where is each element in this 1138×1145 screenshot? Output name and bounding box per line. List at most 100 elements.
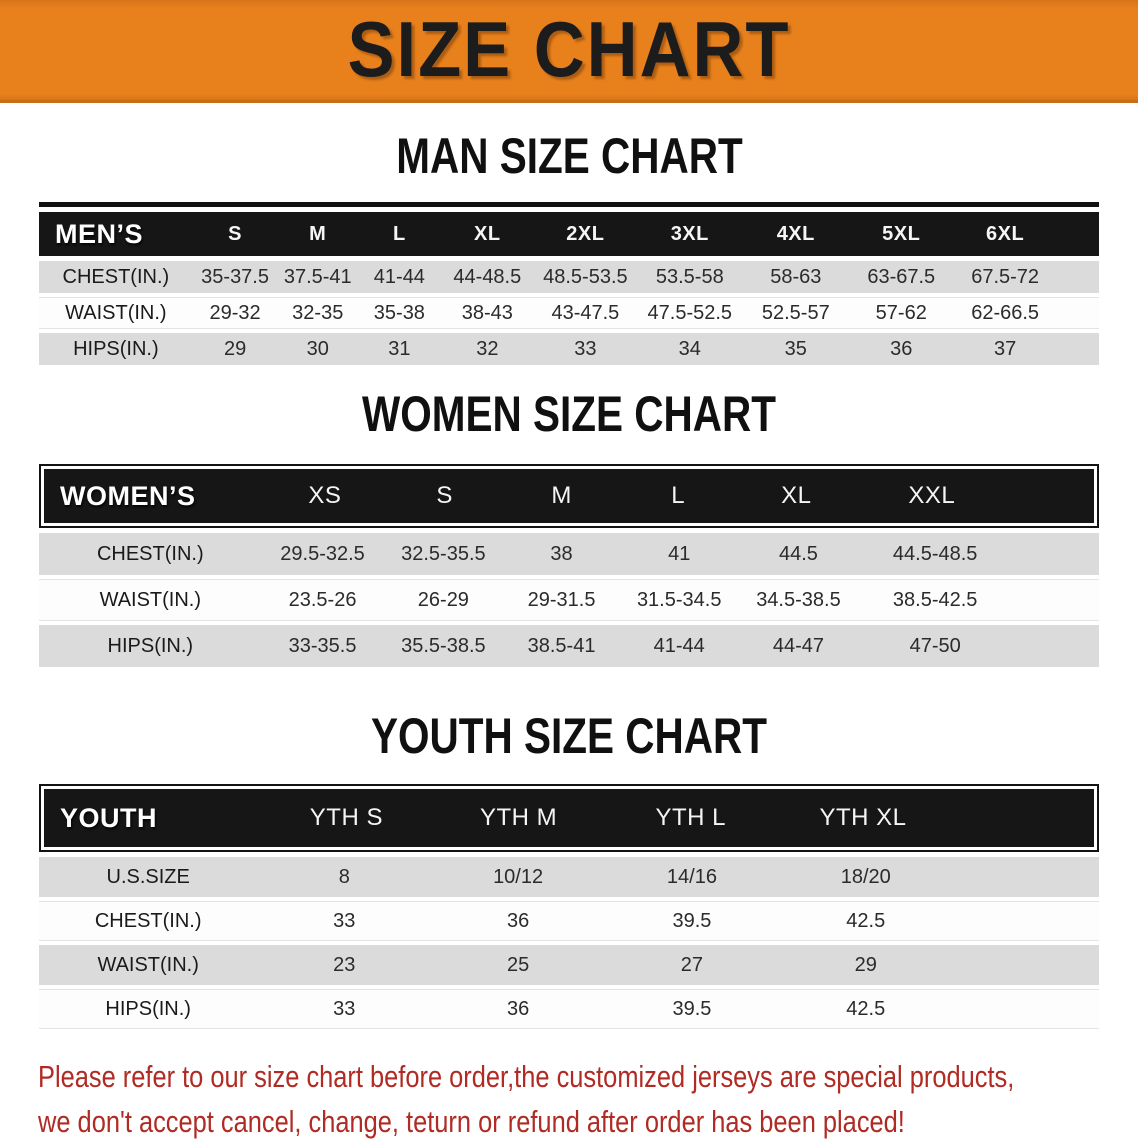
men-chest-value: 35-37.5 xyxy=(201,265,269,288)
banner-title: SIZE CHART xyxy=(347,6,791,94)
women-chest-value: 32.5-35.5 xyxy=(401,542,486,565)
men-chest-value: 67.5-72 xyxy=(971,265,1040,288)
footer-line1: Please refer to our size chart before or… xyxy=(38,1059,1015,1094)
men-waist-value: 35-38 xyxy=(373,301,425,324)
women-waist-value: 23.5-26 xyxy=(288,588,357,611)
row-label: HIPS(IN.) xyxy=(73,337,159,360)
women-section-heading: WOMEN SIZE CHART xyxy=(0,384,1138,443)
men-chest-value: 48.5-53.5 xyxy=(543,265,628,288)
women-hips-row: HIPS(IN.) 33-35.5 35.5-38.5 38.5-41 41-4… xyxy=(39,625,1099,667)
youth-size-col-m: YTH M xyxy=(479,804,558,831)
women-hips-value: 38.5-41 xyxy=(527,634,596,657)
youth-waist-value: 23 xyxy=(333,953,356,976)
youth-table-header-row: YOUTH YTH S YTH M YTH L YTH XL xyxy=(44,789,1094,847)
women-waist-value: 29-31.5 xyxy=(527,588,596,611)
youth-ussize-row: U.S.SIZE 8 10/12 14/16 18/20 xyxy=(39,857,1099,897)
footer-line2: we don't accept cancel, change, teturn o… xyxy=(38,1103,905,1139)
men-hips-value: 34 xyxy=(678,337,701,360)
men-size-col-l: L xyxy=(393,222,406,245)
women-hips-value: 35.5-38.5 xyxy=(401,634,486,657)
row-label: WAIST(IN.) xyxy=(65,301,167,324)
women-table-header-frame: WOMEN’S XS S M L XL XXL xyxy=(39,464,1099,528)
men-hips-value: 35 xyxy=(784,337,807,360)
row-label: HIPS(IN.) xyxy=(107,634,194,657)
women-section-heading-text: WOMEN SIZE CHART xyxy=(361,384,776,443)
row-label: WAIST(IN.) xyxy=(99,588,202,611)
men-hips-value: 30 xyxy=(306,337,329,360)
men-hips-value: 32 xyxy=(476,337,499,360)
women-size-col-xs: XS xyxy=(308,482,342,509)
man-section-heading: MAN SIZE CHART xyxy=(0,126,1138,185)
men-size-table: MEN’S S M L XL 2XL 3XL 4XL 5XL 6XL CHEST… xyxy=(39,202,1099,365)
women-chest-value: 29.5-32.5 xyxy=(280,542,365,565)
women-size-table: WOMEN’S XS S M L XL XXL CHEST(IN.) 29.5-… xyxy=(39,464,1099,667)
row-label: U.S.SIZE xyxy=(106,865,190,888)
man-section-heading-text: MAN SIZE CHART xyxy=(395,126,743,185)
men-chest-value: 58-63 xyxy=(770,265,822,288)
row-label: CHEST(IN.) xyxy=(96,542,204,565)
women-chest-value: 44.5-48.5 xyxy=(892,542,978,565)
men-chest-value: 53.5-58 xyxy=(655,265,724,288)
youth-chest-value: 42.5 xyxy=(846,909,886,932)
women-waist-value: 31.5-34.5 xyxy=(636,588,722,611)
men-waist-value: 52.5-57 xyxy=(761,301,830,324)
youth-size-col-s: YTH S xyxy=(309,804,383,831)
row-label: WAIST(IN.) xyxy=(97,953,199,976)
women-chest-row: CHEST(IN.) 29.5-32.5 32.5-35.5 38 41 44.… xyxy=(39,533,1099,575)
men-chest-value: 44-48.5 xyxy=(453,265,522,288)
men-hips-value: 37 xyxy=(994,337,1017,360)
youth-hips-row: HIPS(IN.) 33 36 39.5 42.5 xyxy=(39,989,1099,1029)
youth-waist-value: 27 xyxy=(680,953,704,976)
women-size-col-l: L xyxy=(671,482,686,509)
youth-table-header-frame: YOUTH YTH S YTH M YTH L YTH XL xyxy=(39,784,1099,852)
men-waist-value: 47.5-52.5 xyxy=(647,301,733,324)
women-chest-value: 44.5 xyxy=(778,542,818,565)
youth-hips-value: 36 xyxy=(506,997,530,1020)
youth-corner-label: YOUTH xyxy=(60,802,157,833)
youth-ussize-value: 14/16 xyxy=(666,865,717,888)
youth-ussize-value: 10/12 xyxy=(493,865,544,888)
men-hips-row: HIPS(IN.) 29 30 31 32 33 34 35 36 37 xyxy=(39,333,1099,365)
youth-ussize-value: 18/20 xyxy=(840,865,891,888)
men-hips-value: 33 xyxy=(574,337,597,360)
men-hips-value: 31 xyxy=(388,337,411,360)
men-size-col-s: S xyxy=(228,222,242,245)
women-waist-value: 34.5-38.5 xyxy=(756,588,841,611)
men-waist-value: 62-66.5 xyxy=(971,301,1040,324)
men-hips-value: 36 xyxy=(890,337,913,360)
women-size-col-m: M xyxy=(551,482,572,509)
youth-chest-row: CHEST(IN.) 33 36 39.5 42.5 xyxy=(39,901,1099,941)
men-waist-value: 43-47.5 xyxy=(551,301,620,324)
women-hips-value: 44-47 xyxy=(772,634,825,657)
youth-size-col-xl: YTH XL xyxy=(819,804,907,831)
youth-section-heading: YOUTH SIZE CHART xyxy=(0,706,1138,765)
youth-size-table: YOUTH YTH S YTH M YTH L YTH XL U.S.SIZE … xyxy=(39,784,1099,1029)
men-size-col-6xl: 6XL xyxy=(986,222,1025,245)
men-size-col-4xl: 4XL xyxy=(776,222,815,245)
men-chest-value: 41-44 xyxy=(373,265,425,288)
women-corner-label: WOMEN’S xyxy=(60,480,196,511)
youth-ussize-value: 8 xyxy=(338,865,350,888)
men-size-col-xl: XL xyxy=(474,222,501,245)
men-hips-value: 29 xyxy=(223,337,247,360)
men-size-col-5xl: 5XL xyxy=(882,222,921,245)
women-size-col-s: S xyxy=(436,482,453,509)
youth-waist-row: WAIST(IN.) 23 25 27 29 xyxy=(39,945,1099,985)
youth-hips-value: 39.5 xyxy=(672,997,712,1020)
men-table-header-row: MEN’S S M L XL 2XL 3XL 4XL 5XL 6XL xyxy=(39,212,1099,256)
youth-section-heading-text: YOUTH SIZE CHART xyxy=(370,706,767,765)
row-label: CHEST(IN.) xyxy=(94,909,202,932)
youth-chest-value: 36 xyxy=(506,909,530,932)
women-hips-value: 47-50 xyxy=(909,634,961,657)
men-table-topline xyxy=(39,202,1099,207)
men-chest-value: 37.5-41 xyxy=(283,265,352,288)
women-size-col-xl: XL xyxy=(781,482,812,509)
banner: SIZE CHART xyxy=(0,0,1138,103)
men-corner-label: MEN’S xyxy=(55,218,144,249)
footer-note: Please refer to our size chart before or… xyxy=(0,1055,1138,1145)
women-chest-value: 38 xyxy=(550,542,573,565)
youth-chest-value: 39.5 xyxy=(672,909,712,932)
row-label: CHEST(IN.) xyxy=(62,265,170,288)
men-waist-value: 38-43 xyxy=(461,301,513,324)
